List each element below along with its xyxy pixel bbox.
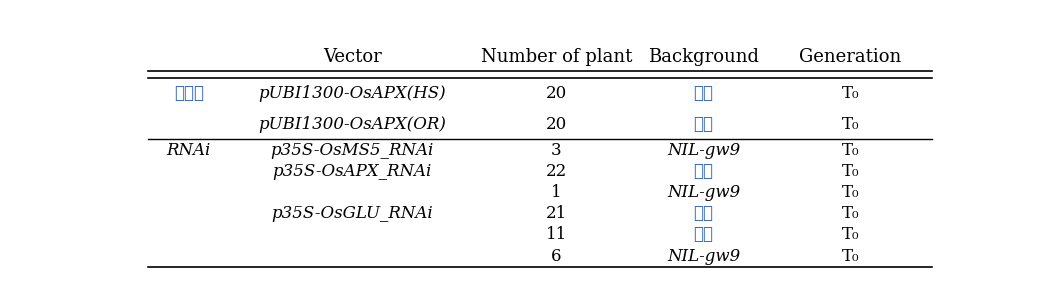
- Text: Generation: Generation: [799, 48, 902, 66]
- Text: p35S-OsAPX_RNAi: p35S-OsAPX_RNAi: [273, 163, 432, 180]
- Text: 과발현: 과발현: [174, 85, 203, 102]
- Text: 11: 11: [546, 226, 567, 243]
- Text: NIL-gw9: NIL-gw9: [667, 248, 740, 265]
- Text: 22: 22: [546, 163, 567, 180]
- Text: 화성: 화성: [694, 226, 714, 243]
- Text: NIL-gw9: NIL-gw9: [667, 142, 740, 159]
- Text: 20: 20: [546, 85, 567, 102]
- Text: Background: Background: [648, 48, 759, 66]
- Text: 화성: 화성: [694, 85, 714, 102]
- Text: p35S-OsGLU_RNAi: p35S-OsGLU_RNAi: [272, 205, 433, 222]
- Text: T₀: T₀: [842, 163, 859, 180]
- Text: T₀: T₀: [842, 116, 859, 133]
- Text: T₀: T₀: [842, 184, 859, 201]
- Text: T₀: T₀: [842, 226, 859, 243]
- Text: 6: 6: [551, 248, 562, 265]
- Text: pUBI1300-OsAPX(OR): pUBI1300-OsAPX(OR): [258, 116, 446, 133]
- Text: 21: 21: [546, 205, 567, 222]
- Text: 3: 3: [551, 142, 562, 159]
- Text: pUBI1300-OsAPX(HS): pUBI1300-OsAPX(HS): [258, 85, 446, 102]
- Text: 20: 20: [546, 116, 567, 133]
- Text: RNAi: RNAi: [167, 142, 211, 159]
- Text: Vector: Vector: [323, 48, 382, 66]
- Text: Number of plant: Number of plant: [481, 48, 632, 66]
- Text: 1: 1: [551, 184, 562, 201]
- Text: T₀: T₀: [842, 85, 859, 102]
- Text: NIL-gw9: NIL-gw9: [667, 184, 740, 201]
- Text: 동진: 동진: [694, 163, 714, 180]
- Text: p35S-OsMS5_RNAi: p35S-OsMS5_RNAi: [271, 142, 434, 159]
- Text: T₀: T₀: [842, 142, 859, 159]
- Text: 동진: 동진: [694, 205, 714, 222]
- Text: T₀: T₀: [842, 248, 859, 265]
- Text: T₀: T₀: [842, 205, 859, 222]
- Text: 화성: 화성: [694, 116, 714, 133]
